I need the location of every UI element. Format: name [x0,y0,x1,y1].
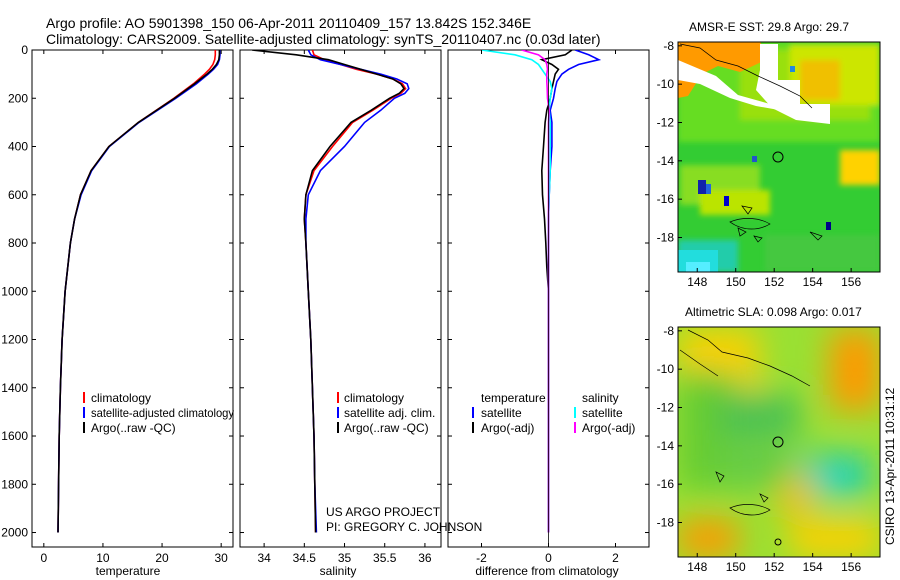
x-tick-label: 34 [257,551,271,565]
header-line-2: Climatology: CARS2009. Satellite-adjuste… [46,31,601,47]
difference-curves [481,50,602,533]
map-x-tick-label: 148 [687,560,707,574]
map-y-tick-label: -18 [657,516,675,530]
depth-tick-label: 2000 [1,526,28,540]
x-tick-label: 20 [155,551,169,565]
header-line-1: Argo profile: AO 5901398_150 06-Apr-2011… [46,15,532,31]
depth-tick-label: 600 [8,188,28,202]
series-line-argo-raw-qc- [57,50,221,533]
map-x-tick-label: 150 [726,560,746,574]
map-x-tick-label: 154 [803,560,823,574]
map-x-tick-label: 152 [764,560,784,574]
map-y-tick-label: -18 [657,231,675,245]
map-y-tick-label: -14 [657,154,675,168]
legend-label: Argo(-adj) [582,421,635,435]
credit-line-1: US ARGO PROJECT [326,505,441,519]
map-y-tick-label: -10 [657,77,675,91]
legend-label: Argo(-adj) [481,421,534,435]
x-tick-label: 36 [418,551,432,565]
legend-label: Argo(..raw -QC) [91,421,176,435]
legend-label: satellite adj. clim. [344,406,435,420]
map-y-tick-label: -16 [657,477,675,491]
series-line-satellite-adj-clim- [305,50,410,533]
x-tick-label: 35.5 [373,551,397,565]
series-line-argo-raw-qc- [252,50,406,533]
difference-xlabel: difference from climatology [475,564,618,578]
series-line-salinity-satellite [481,50,553,533]
depth-tick-label: 400 [8,140,28,154]
legend-label: Argo(..raw -QC) [344,421,429,435]
series-line-temperature-satellite [547,50,602,533]
salinity-curves [252,50,410,533]
depth-tick-label: 1000 [1,284,28,298]
depth-tick-label: 1600 [1,429,28,443]
map-x-tick-label: 156 [841,560,861,574]
x-tick-label: 2 [612,551,619,565]
sst-map-frame [677,41,881,273]
map-x-tick-label: 152 [764,275,784,289]
difference-legend: temperature salinity satellite Argo(-adj… [472,391,635,435]
map-x-tick-label: 154 [803,275,823,289]
salinity-xlabel: salinity [320,564,357,578]
sla-map-title: Altimetric SLA: 0.098 Argo: 0.017 [685,305,862,319]
temperature-curves [57,50,221,533]
map-y-tick-label: -14 [657,439,675,453]
salinity-legend: climatology satellite adj. clim. Argo(..… [337,391,435,435]
map-x-tick-label: 148 [687,275,707,289]
credit-line-2: PI: GREGORY C. JOHNSON [326,520,482,534]
map-y-tick-label: -16 [657,192,675,206]
x-tick-label: 30 [214,551,228,565]
series-line-climatology [57,50,217,533]
depth-tick-label: 1200 [1,333,28,347]
legend-header-salinity: salinity [582,391,619,405]
legend-header-temperature: temperature [481,391,546,405]
map-y-tick-label: -12 [657,116,675,130]
x-tick-label: 10 [96,551,110,565]
sst-map-title: AMSR-E SST: 29.8 Argo: 29.7 [689,20,850,34]
x-tick-label: 0 [40,551,47,565]
map-y-tick-label: -8 [663,39,674,53]
x-tick-label: 35 [338,551,352,565]
series-line-climatology [303,50,407,533]
temperature-legend: climatology satellite-adjusted climatolo… [83,391,234,435]
legend-label: climatology [91,391,151,405]
temperature-xlabel: temperature [96,564,161,578]
map-y-tick-label: -10 [657,362,675,376]
x-tick-label: 0 [545,551,552,565]
depth-tick-label: 800 [8,236,28,250]
legend-label: satellite-adjusted climatology [91,406,234,420]
depth-tick-label: 200 [8,91,28,105]
sla-map [678,327,880,557]
axis-ticks: 0 10 20 30 34 34.5 35 35.5 36 -2 0 2020040060080010… [1,39,861,574]
sst-map [678,42,880,272]
series-line-temperature-argo-adj- [539,50,573,533]
salinity-axes [239,49,442,548]
depth-tick-label: 1800 [1,477,28,491]
legend-label: climatology [344,391,404,405]
x-tick-label: 34.5 [293,551,317,565]
sla-map-frame [677,326,881,558]
temperature-axes [31,49,234,548]
depth-tick-label: 1400 [1,381,28,395]
map-x-tick-label: 150 [726,275,746,289]
map-y-tick-label: -12 [657,401,675,415]
depth-tick-label: 0 [21,43,28,57]
legend-label: satellite [481,406,522,420]
x-tick-label: -2 [476,551,487,565]
map-x-tick-label: 156 [841,275,861,289]
map-y-tick-label: -8 [663,324,674,338]
legend-label: satellite [582,406,623,420]
